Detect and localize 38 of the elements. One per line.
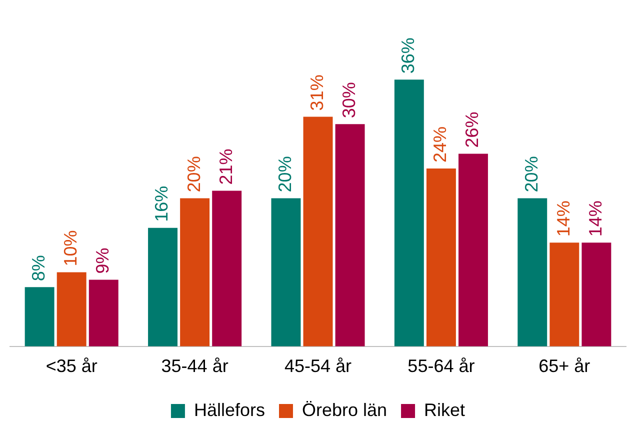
legend-label: Hällefors: [194, 400, 265, 420]
x-tick-label: 65+ år: [538, 356, 590, 376]
x-tick-label: 35-44 år: [161, 356, 228, 376]
bar: [303, 116, 333, 346]
data-label: 9%: [92, 248, 113, 274]
data-label: 21%: [216, 148, 236, 185]
x-tick-label: 55-64 år: [408, 356, 475, 376]
data-label: 36%: [398, 38, 418, 74]
data-label: 16%: [152, 186, 172, 222]
bar: [426, 168, 456, 346]
bar: [550, 242, 580, 346]
data-label: 24%: [430, 126, 450, 163]
bar: [335, 124, 365, 346]
bar: [518, 198, 548, 346]
data-label: 10%: [60, 230, 81, 266]
data-label: 20%: [274, 156, 295, 192]
data-label: 20%: [184, 156, 204, 192]
bar: [148, 228, 178, 346]
bar: [56, 272, 86, 346]
bar: [271, 198, 301, 346]
bar: [24, 287, 54, 346]
data-label: 31%: [306, 74, 327, 111]
bar: [180, 198, 210, 346]
data-label: 30%: [339, 82, 359, 118]
data-label: 8%: [28, 255, 49, 282]
bar: [212, 190, 242, 346]
data-label: 14%: [553, 200, 574, 237]
legend-label: Örebro län: [302, 400, 388, 420]
data-label: 26%: [462, 112, 482, 148]
bar: [88, 280, 118, 346]
bar: [458, 154, 488, 346]
bar: [394, 80, 424, 346]
data-label: 20%: [521, 156, 542, 192]
data-label: 14%: [585, 200, 606, 237]
bar: [582, 242, 612, 346]
x-tick-label: <35 år: [46, 356, 98, 376]
x-tick-label: 45-54 år: [284, 356, 352, 376]
legend-label: Riket: [424, 400, 466, 420]
